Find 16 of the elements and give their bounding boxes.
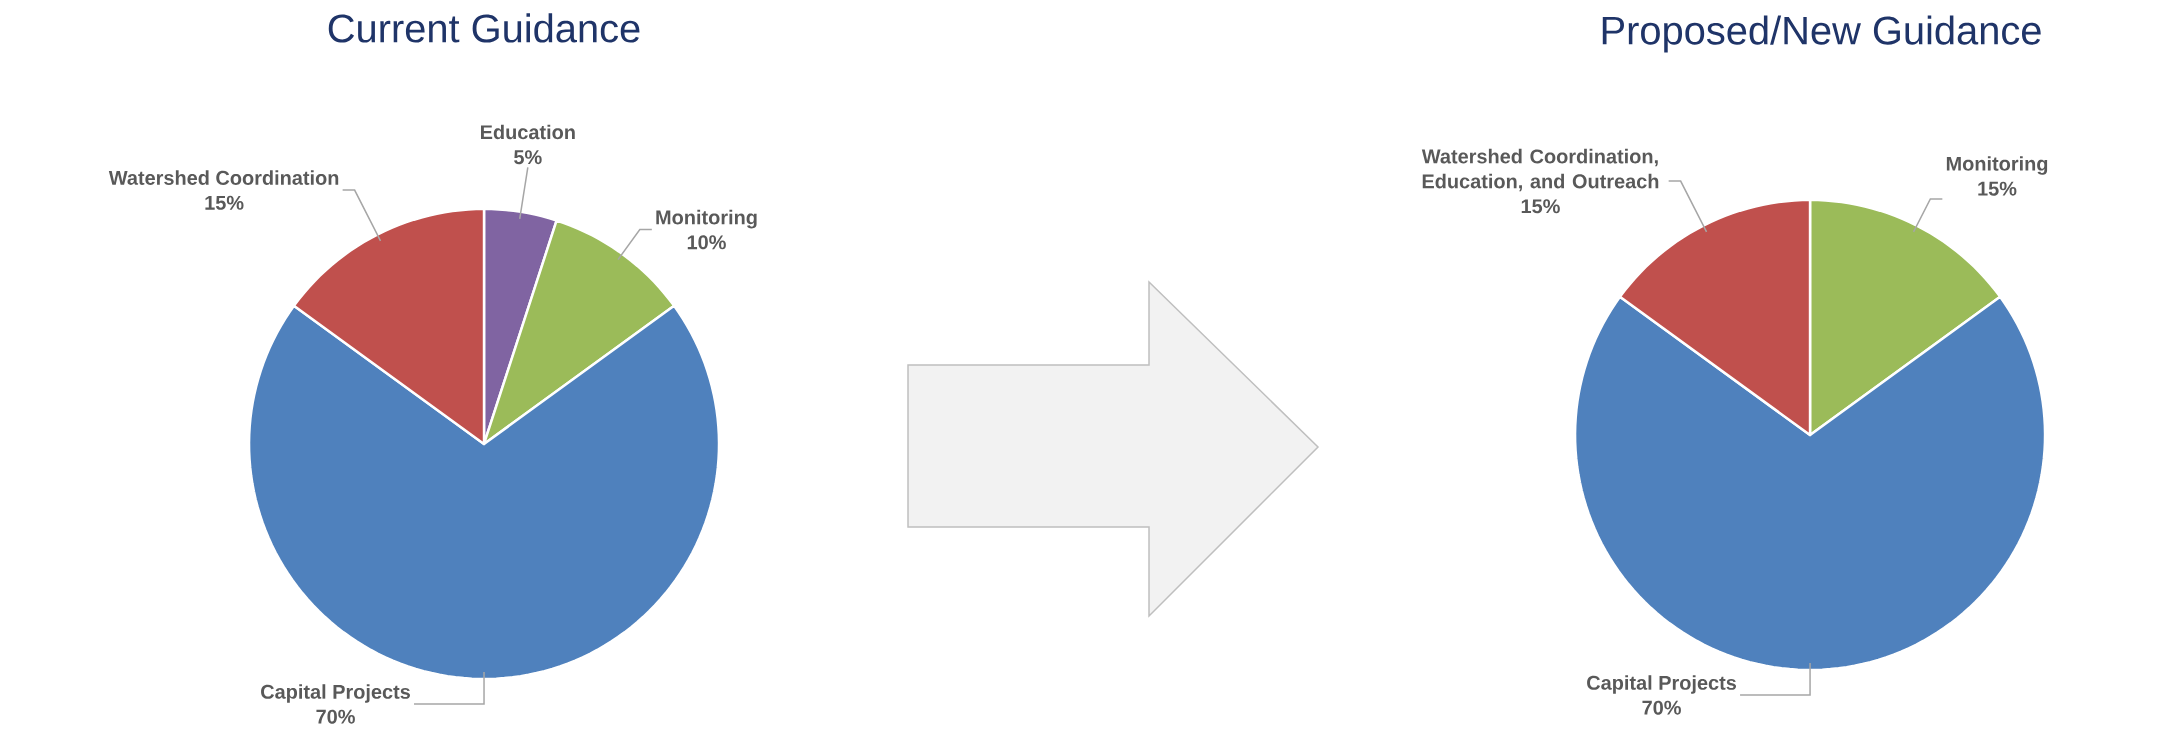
data-label: 10% bbox=[687, 235, 726, 250]
data-label: 5% bbox=[514, 150, 542, 165]
slice-label: Monitoring bbox=[656, 209, 757, 229]
data-label: 15% bbox=[1978, 181, 2017, 196]
slice-label: Education bbox=[481, 124, 575, 140]
data-label: 15% bbox=[205, 195, 244, 210]
slice-label: Monitoring bbox=[1946, 156, 2048, 175]
slice-label: Watershed Coordination, Education, and Outreach bbox=[1421, 148, 1659, 192]
slice-label: Capital Projects bbox=[1587, 675, 1737, 694]
chart-title: Proposed/New Guidance bbox=[1602, 15, 2041, 53]
slice-label: Capital Projects bbox=[261, 684, 410, 703]
chart-title: Current Guidance bbox=[328, 13, 640, 43]
data-label: 70% bbox=[1642, 700, 1681, 715]
slice-label: Watershed Coordination bbox=[108, 170, 339, 185]
data-label: 15% bbox=[1521, 199, 1560, 214]
data-label: 70% bbox=[316, 709, 355, 724]
